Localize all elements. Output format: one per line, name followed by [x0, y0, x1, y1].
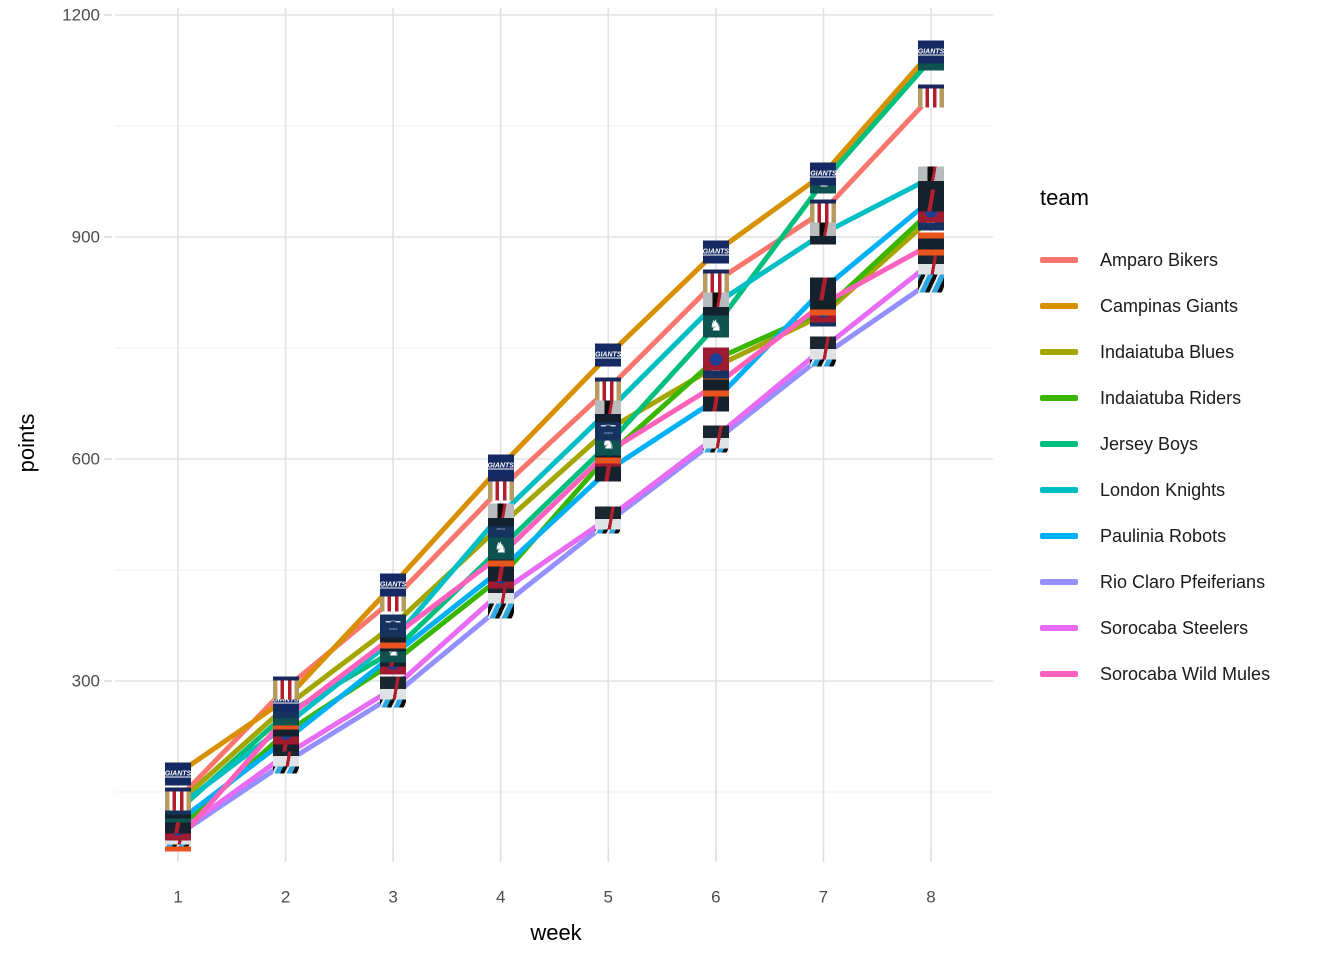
jersey-boys-logo [487, 536, 514, 560]
london-knights-logo [487, 503, 514, 526]
sorocaba-steelers-logo [917, 251, 944, 275]
legend-label: Rio Claro Pfeiferians [1100, 571, 1266, 592]
legend-label: Amparo Bikers [1100, 249, 1219, 270]
legend-label: Jersey Boys [1100, 433, 1199, 454]
london-knights-logo [595, 399, 622, 423]
paulinia-robots-logo [917, 188, 944, 212]
y-tick-label: 900 [71, 227, 100, 247]
sorocaba-wild-mules-logo [702, 373, 729, 397]
x-tick-label: 4 [495, 887, 506, 907]
legend-line-swatch-amparo-bikers [1040, 257, 1078, 263]
campinas-giants-logo [810, 162, 837, 186]
sorocaba-wild-mules-logo [917, 232, 944, 256]
legend-label: Indaiatuba Riders [1100, 387, 1242, 408]
legend-title: team [1040, 185, 1089, 210]
legend-label: Paulinia Robots [1100, 525, 1227, 546]
legend-line-swatch-london-knights [1040, 487, 1078, 493]
campinas-giants-logo [487, 454, 514, 478]
y-tick-label: 1200 [62, 5, 100, 25]
campinas-giants-logo [595, 343, 622, 367]
series-line-rio-claro-pfeiferians [175, 278, 934, 838]
legend-item-sorocaba-wild-mules: Sorocaba Wild Mules [1040, 651, 1270, 697]
series-line-london-knights [175, 175, 934, 810]
series-line-amparo-bikers [175, 93, 934, 802]
legend-line-swatch-sorocaba-wild-mules [1040, 671, 1078, 677]
y-axis-title: points [14, 413, 39, 473]
legend-line-swatch-jersey-boys [1040, 441, 1078, 447]
indaiatuba-blues-logo [380, 614, 407, 637]
legend-item-jersey-boys: Jersey Boys [1040, 421, 1270, 467]
amparo-bikers-logo [702, 269, 729, 293]
sorocaba-steelers-logo [810, 336, 837, 360]
y-tick-label: 600 [71, 449, 100, 469]
x-tick-label: 3 [388, 887, 398, 907]
amparo-bikers-logo [165, 787, 191, 811]
amparo-bikers-logo [595, 377, 622, 401]
legend-label: London Knights [1100, 479, 1226, 500]
amparo-bikers-logo [487, 477, 514, 501]
legend-item-rio-claro-pfeiferians: Rio Claro Pfeiferians [1040, 559, 1270, 605]
series-line-campinas-giants [175, 49, 934, 776]
x-tick-label: 7 [818, 887, 829, 907]
legend-line-swatch-indaiatuba-riders [1040, 395, 1078, 401]
legend-line-swatch-rio-claro-pfeiferians [1040, 579, 1078, 585]
indaiatuba-riders-logo [702, 347, 729, 371]
x-tick-label: 2 [280, 887, 291, 907]
y-tick-label: 300 [71, 671, 100, 691]
legend-label: Sorocaba Steelers [1100, 617, 1249, 638]
amparo-bikers-logo [917, 84, 944, 108]
legend-item-paulinia-robots: Paulinia Robots [1040, 513, 1270, 559]
series-line-paulinia-robots [175, 197, 934, 825]
paulinia-robots-logo [810, 277, 837, 301]
x-tick-label: 8 [926, 887, 936, 907]
x-axis-title: week [530, 920, 582, 945]
rio-claro-pfeiferians-logo [917, 269, 944, 293]
sorocaba-steelers-logo [595, 506, 622, 530]
sorocaba-steelers-logo [380, 676, 407, 700]
amparo-bikers-logo [810, 199, 837, 223]
legend-item-amparo-bikers: Amparo Bikers [1040, 237, 1270, 283]
legend-label: Campinas Giants [1100, 295, 1239, 316]
london-knights-logo [702, 292, 729, 316]
indaiatuba-blues-logo [595, 417, 622, 441]
x-tick-label: 5 [603, 887, 613, 907]
amparo-bikers-logo [272, 676, 299, 700]
sorocaba-steelers-logo [702, 425, 729, 449]
campinas-giants-logo [380, 573, 407, 597]
legend-line-swatch-campinas-giants [1040, 303, 1078, 309]
legend-item-campinas-giants: Campinas Giants [1040, 283, 1270, 329]
legend-items: Amparo Bikers Campinas Giants Indaiatuba B… [1040, 237, 1270, 697]
legend-item-indaiatuba-riders: Indaiatuba Riders [1040, 375, 1270, 421]
campinas-giants-logo [702, 240, 729, 264]
legend: team Amparo Bikers Campinas Giants Indaiat… [1040, 185, 1270, 697]
london-knights-logo [810, 221, 837, 245]
series-line-indaiatuba-blues [175, 216, 934, 806]
legend-line-swatch-indaiatuba-blues [1040, 349, 1078, 355]
legend-item-sorocaba-steelers: Sorocaba Steelers [1040, 605, 1270, 651]
x-tick-label: 1 [173, 887, 183, 907]
series-line-sorocaba-wild-mules [175, 241, 934, 843]
legend-line-swatch-sorocaba-steelers [1040, 625, 1078, 631]
campinas-giants-logo [165, 762, 191, 785]
campinas-giants-logo [917, 40, 944, 64]
jersey-boys-logo [702, 314, 729, 338]
legend-item-indaiatuba-blues: Indaiatuba Blues [1040, 329, 1270, 375]
london-knights-logo [917, 166, 944, 190]
legend-label: Sorocaba Wild Mules [1100, 663, 1271, 684]
legend-label: Indaiatuba Blues [1100, 341, 1235, 362]
legend-item-london-knights: London Knights [1040, 467, 1270, 513]
legend-line-swatch-paulinia-robots [1040, 533, 1078, 539]
x-tick-label: 6 [711, 887, 721, 907]
series-line-sorocaba-steelers [175, 260, 934, 836]
